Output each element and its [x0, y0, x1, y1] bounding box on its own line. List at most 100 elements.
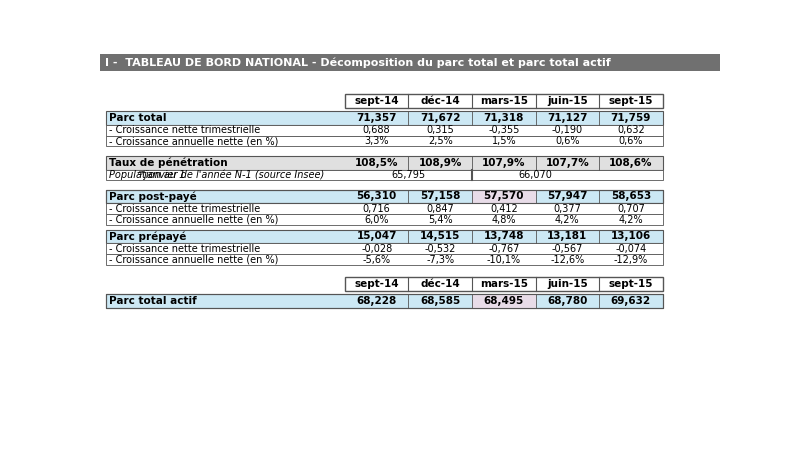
Text: 13,106: 13,106	[610, 231, 651, 242]
Text: 6,0%: 6,0%	[365, 215, 389, 225]
Text: 68,495: 68,495	[484, 296, 524, 306]
Text: I -  TABLEAU DE BORD NATIONAL - Décomposition du parc total et parc total actif: I - TABLEAU DE BORD NATIONAL - Décomposi…	[105, 57, 610, 68]
Text: 0,6%: 0,6%	[618, 136, 643, 146]
Text: Parc prépayé: Parc prépayé	[110, 231, 186, 242]
Text: 13,181: 13,181	[547, 231, 587, 242]
Text: sept-14: sept-14	[354, 96, 399, 106]
Text: 0,707: 0,707	[617, 204, 645, 214]
Text: 0,377: 0,377	[554, 204, 582, 214]
Text: 0,632: 0,632	[617, 125, 645, 135]
Bar	[106, 135, 662, 146]
Text: déc-14: déc-14	[420, 279, 460, 289]
Text: 68,780: 68,780	[547, 296, 587, 306]
Text: - Croissance annuelle nette (en %): - Croissance annuelle nette (en %)	[110, 215, 278, 225]
Text: 0,315: 0,315	[426, 125, 454, 135]
Bar	[106, 111, 662, 125]
Text: 71,127: 71,127	[547, 113, 587, 123]
Text: -0,190: -0,190	[552, 125, 583, 135]
Text: - Croissance annuelle nette (en %): - Croissance annuelle nette (en %)	[110, 136, 278, 146]
Bar	[106, 189, 662, 203]
Text: 0,847: 0,847	[426, 204, 454, 214]
Bar	[100, 54, 720, 71]
Text: -0,767: -0,767	[488, 244, 519, 254]
Bar	[345, 277, 662, 291]
Text: -12,9%: -12,9%	[614, 255, 648, 265]
Text: 56,310: 56,310	[357, 191, 397, 202]
Text: déc-14: déc-14	[420, 96, 460, 106]
Text: - Croissance nette trimestrielle: - Croissance nette trimestrielle	[110, 125, 261, 135]
Text: er: er	[138, 170, 144, 176]
Bar	[345, 94, 662, 108]
Text: 4,8%: 4,8%	[491, 215, 516, 225]
Text: 1,5%: 1,5%	[491, 136, 516, 146]
Text: 68,228: 68,228	[357, 296, 397, 306]
Bar	[106, 214, 662, 225]
Text: Population au 1: Population au 1	[110, 170, 186, 180]
Text: Parc post-payé: Parc post-payé	[110, 191, 197, 202]
Text: 0,412: 0,412	[490, 204, 518, 214]
Text: - Croissance nette trimestrielle: - Croissance nette trimestrielle	[110, 244, 261, 254]
Text: 2,5%: 2,5%	[428, 136, 453, 146]
Text: 0,688: 0,688	[363, 125, 390, 135]
Text: 71,759: 71,759	[610, 113, 651, 123]
Bar	[106, 203, 662, 214]
Bar	[106, 125, 662, 135]
Text: -10,1%: -10,1%	[486, 255, 521, 265]
Text: sept-14: sept-14	[354, 279, 399, 289]
Text: 107,9%: 107,9%	[482, 158, 526, 167]
Text: juin-15: juin-15	[547, 279, 588, 289]
Text: 0,6%: 0,6%	[555, 136, 579, 146]
Text: - Croissance annuelle nette (en %): - Croissance annuelle nette (en %)	[110, 255, 278, 265]
Bar	[106, 230, 662, 243]
Text: sept-15: sept-15	[609, 279, 653, 289]
Text: janvier de l'année N-1 (source Insee): janvier de l'année N-1 (source Insee)	[141, 170, 324, 180]
Text: 65,795: 65,795	[391, 170, 426, 180]
Text: mars-15: mars-15	[480, 279, 528, 289]
Text: 5,4%: 5,4%	[428, 215, 453, 225]
Text: 4,2%: 4,2%	[555, 215, 580, 225]
Text: 13,748: 13,748	[483, 231, 524, 242]
Text: 71,357: 71,357	[357, 113, 397, 123]
Text: 108,5%: 108,5%	[355, 158, 398, 167]
Text: 14,515: 14,515	[420, 231, 461, 242]
Text: 15,047: 15,047	[357, 231, 397, 242]
Bar	[106, 294, 662, 308]
Text: -0,355: -0,355	[488, 125, 519, 135]
Text: 3,3%: 3,3%	[365, 136, 389, 146]
Bar	[106, 189, 662, 203]
Text: 108,9%: 108,9%	[418, 158, 462, 167]
Text: Taux de pénétration: Taux de pénétration	[110, 158, 228, 168]
Bar	[472, 294, 535, 308]
Text: sept-15: sept-15	[609, 96, 653, 106]
Text: 71,672: 71,672	[420, 113, 461, 123]
Bar	[106, 254, 662, 265]
Text: 108,6%: 108,6%	[609, 158, 653, 167]
Text: 4,2%: 4,2%	[618, 215, 643, 225]
Text: 0,716: 0,716	[363, 204, 390, 214]
Bar	[106, 243, 662, 254]
Text: 107,7%: 107,7%	[546, 158, 589, 167]
Bar	[106, 170, 662, 180]
Bar	[106, 294, 662, 308]
Text: 57,158: 57,158	[420, 191, 461, 202]
Text: -12,6%: -12,6%	[550, 255, 585, 265]
Text: 68,585: 68,585	[420, 296, 460, 306]
Text: -0,532: -0,532	[425, 244, 456, 254]
Bar	[106, 156, 662, 170]
Text: - Croissance nette trimestrielle: - Croissance nette trimestrielle	[110, 204, 261, 214]
Text: 71,318: 71,318	[483, 113, 524, 123]
Text: -0,028: -0,028	[361, 244, 392, 254]
Text: 66,070: 66,070	[518, 170, 553, 180]
Text: -7,3%: -7,3%	[426, 255, 454, 265]
Text: 57,570: 57,570	[483, 191, 524, 202]
Text: Parc total: Parc total	[110, 113, 167, 123]
Text: -5,6%: -5,6%	[362, 255, 390, 265]
Text: mars-15: mars-15	[480, 96, 528, 106]
Text: 57,947: 57,947	[547, 191, 587, 202]
Text: -0,074: -0,074	[615, 244, 646, 254]
Text: 69,632: 69,632	[611, 296, 651, 306]
Text: -0,567: -0,567	[552, 244, 583, 254]
Text: Parc total actif: Parc total actif	[110, 296, 197, 306]
Text: 58,653: 58,653	[610, 191, 651, 202]
Text: juin-15: juin-15	[547, 96, 588, 106]
